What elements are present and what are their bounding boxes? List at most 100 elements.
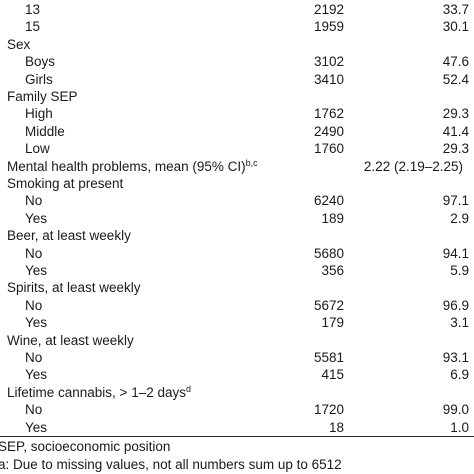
table-row: No 5581 93.1: [0, 349, 474, 367]
table-row: Low 1760 29.3: [0, 140, 474, 158]
count-cell: 2490: [313, 123, 344, 139]
row-label: Yes: [25, 314, 47, 332]
row-label-text: Mental health problems, mean (95% CI): [7, 158, 246, 174]
row-label-text: Yes: [25, 367, 48, 383]
table-section-heading: Mental health problems, mean (95% CI)b,c…: [0, 158, 474, 176]
row-label: Wine, at least weekly: [7, 332, 134, 350]
percent-cell: 1.0: [450, 419, 469, 435]
table-section-heading: Family SEP: [0, 88, 474, 106]
row-label: Smoking at present: [7, 175, 123, 193]
footnote-sep: SEP, socioeconomic position: [0, 439, 171, 454]
count-cell: 1760: [313, 141, 344, 157]
count-cell: 5581: [313, 350, 344, 365]
row-label: Spirits, at least weekly: [7, 279, 141, 297]
row-label: No: [25, 245, 42, 263]
table-row: Yes 18 1.0: [0, 419, 474, 437]
percent-cell: 97.1: [442, 193, 469, 209]
table-row: High 1762 29.3: [0, 105, 474, 123]
row-label: Girls: [25, 71, 53, 89]
row-label: No: [25, 297, 42, 315]
percent-cell: 2.9: [450, 210, 469, 226]
row-label: 15: [25, 18, 40, 36]
count-cell: 189: [321, 210, 344, 226]
count-cell: 1959: [313, 19, 344, 35]
table-section-heading: Sex: [0, 36, 474, 54]
percent-cell: 96.9: [442, 297, 469, 313]
row-label-text: 13: [25, 2, 41, 17]
row-label-text: Middle: [25, 123, 65, 139]
table-row: Yes 356 5.9: [0, 262, 474, 280]
row-label: Beer, at least weekly: [7, 227, 131, 245]
count-cell: 3410: [313, 71, 344, 87]
footnote-a: a: Due to missing values, not all number…: [0, 457, 342, 472]
row-label-text: No: [25, 297, 43, 313]
percent-cell: 47.6: [442, 54, 469, 70]
row-label-text: No: [25, 245, 43, 261]
table-row: No 5680 94.1: [0, 245, 474, 263]
table-row: No 5672 96.9: [0, 297, 474, 315]
percent-cell: 6.9: [450, 367, 469, 383]
table-row: No 1720 99.0: [0, 401, 474, 419]
count-cell: 2192: [313, 2, 344, 17]
percent-cell: 29.3: [442, 106, 469, 122]
count-cell: 5672: [313, 297, 344, 313]
percent-cell: 3.1: [450, 315, 469, 331]
row-label-text: Girls: [25, 71, 53, 87]
row-label-text: Beer, at least weekly: [7, 228, 131, 244]
table-bottom-rule: [0, 436, 474, 437]
table-row: 15 1959 30.1: [0, 18, 474, 36]
row-label: Yes: [25, 210, 47, 228]
table-section-heading: Beer, at least weekly: [0, 227, 474, 245]
row-label: Sex: [7, 36, 30, 54]
row-label: Mental health problems, mean (95% CI)b,c: [7, 158, 258, 176]
row-label-text: Yes: [25, 419, 48, 435]
count-cell: 179: [321, 315, 344, 331]
percent-cell: 99.0: [442, 402, 469, 418]
row-label: High: [25, 105, 53, 123]
row-label: Low: [25, 140, 50, 158]
footnote-marker: b,c: [245, 157, 258, 168]
row-label-text: Family SEP: [7, 89, 78, 104]
table-section-heading: Wine, at least weekly: [0, 332, 474, 350]
percent-cell: 5.9: [450, 263, 469, 278]
table-row: Yes 415 6.9: [0, 366, 474, 384]
row-label: No: [25, 401, 42, 419]
count-cell: 6240: [313, 193, 344, 209]
table-section-heading: Lifetime cannabis, > 1–2 daysd: [0, 384, 474, 402]
row-label-text: No: [25, 193, 43, 209]
count-cell: 356: [321, 263, 344, 278]
row-label: No: [25, 349, 42, 367]
count-cell: 18: [328, 419, 344, 435]
row-label-text: Smoking at present: [7, 176, 124, 191]
table-row: Girls 3410 52.4: [0, 71, 474, 89]
table-row: Middle 2490 41.4: [0, 123, 474, 141]
percent-cell: 52.4: [442, 71, 469, 87]
table-row: No 6240 97.1: [0, 192, 474, 210]
row-label-text: Low: [25, 141, 50, 157]
row-label: No: [25, 192, 42, 210]
count-cell: 5680: [313, 245, 344, 261]
count-cell: 1762: [313, 106, 344, 122]
percent-cell: 41.4: [442, 123, 469, 139]
count-cell: 1720: [313, 402, 344, 418]
row-label: Lifetime cannabis, > 1–2 daysd: [7, 384, 191, 402]
row-label-text: High: [25, 106, 53, 122]
mean-ci-cell: 2.22 (2.19–2.25): [363, 158, 463, 174]
row-label-text: Yes: [25, 210, 48, 226]
row-label: 13: [25, 1, 40, 19]
row-label-text: Boys: [25, 54, 56, 70]
row-label: Boys: [25, 53, 55, 71]
percent-cell: 33.7: [442, 2, 469, 17]
row-label-text: Yes: [25, 315, 48, 331]
row-label: Yes: [25, 366, 47, 384]
row-label-text: Lifetime cannabis, > 1–2 days: [7, 384, 186, 400]
row-label: Family SEP: [7, 88, 78, 106]
footnote-marker: d: [186, 383, 192, 394]
table-row: Yes 179 3.1: [0, 314, 474, 332]
table-row: Yes 189 2.9: [0, 210, 474, 228]
row-label: Middle: [25, 123, 65, 141]
table-row: 13 2192 33.7: [0, 1, 474, 19]
row-label-text: No: [25, 350, 43, 365]
row-label-text: 15: [25, 19, 41, 35]
